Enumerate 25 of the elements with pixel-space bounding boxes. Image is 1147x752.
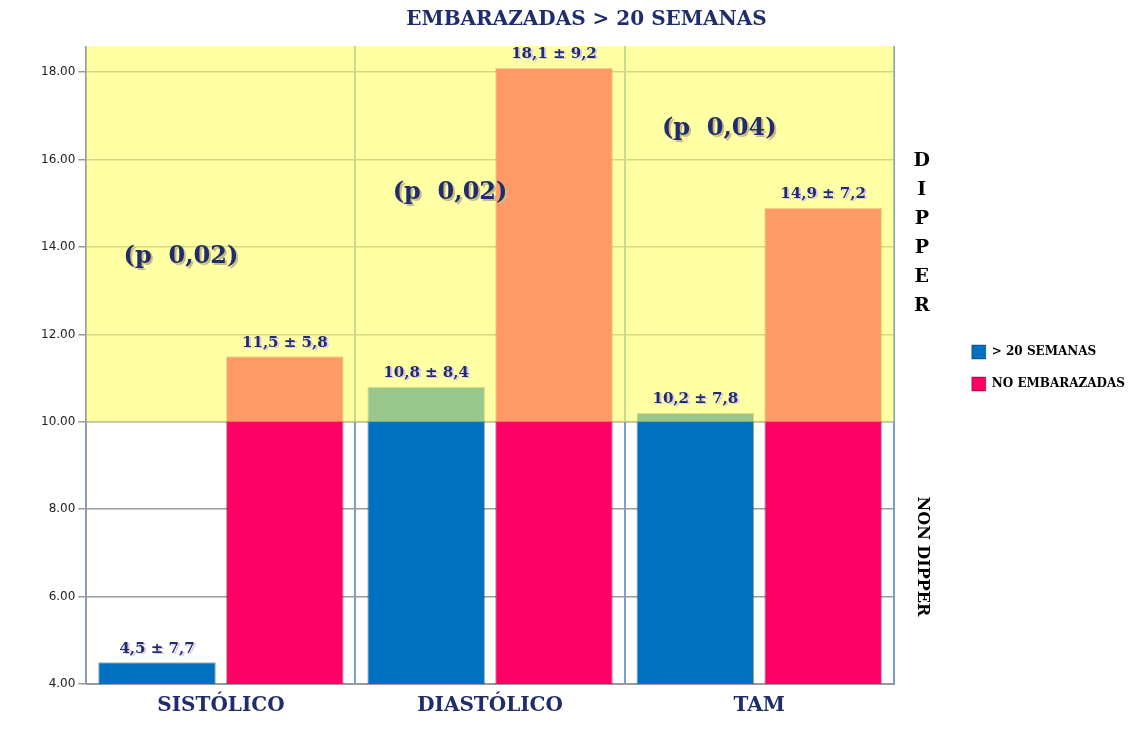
y-tick-label: 6.00 (48, 588, 76, 603)
x-tick-label: DIASTÓLICO (417, 691, 563, 717)
legend-label: > 20 SEMANAS (991, 344, 1097, 359)
band-label: DIPPER (913, 148, 931, 316)
x-tick-label: SISTÓLICO (157, 691, 285, 717)
y-tick-label: 18.00 (40, 64, 76, 79)
data-label: 14,9 ± 7,2 (782, 185, 868, 204)
y-tick-label: 10.00 (40, 413, 76, 428)
data-label: 10,2 ± 7,8 (654, 390, 741, 409)
data-label: 18,1 ± 9,2 (513, 45, 599, 64)
data-label: 11,5 ± 5,8 (242, 332, 328, 351)
annotation: (p 0,02) (125, 241, 241, 271)
legend-label: NO EMBARAZADAS (991, 376, 1125, 391)
data-label: 10,8 ± 8,4 (383, 363, 469, 382)
chart-title: EMBARAZADAS > 20 SEMANAS (406, 6, 767, 31)
y-tick-label: 4.00 (48, 676, 76, 691)
y-tick-label: 14.00 (40, 239, 76, 254)
y-tick-label: 16.00 (40, 151, 76, 166)
data-label: 4,5 ± 7,7 (119, 638, 195, 657)
y-tick-label: 12.00 (40, 326, 76, 341)
y-tick-label: 8.00 (48, 501, 76, 516)
text: NON DIPPER (913, 496, 933, 617)
annotation: (p 0,04) (663, 114, 779, 144)
x-tick-label: TAM (733, 692, 785, 717)
annotation: (p 0,02) (394, 177, 510, 207)
